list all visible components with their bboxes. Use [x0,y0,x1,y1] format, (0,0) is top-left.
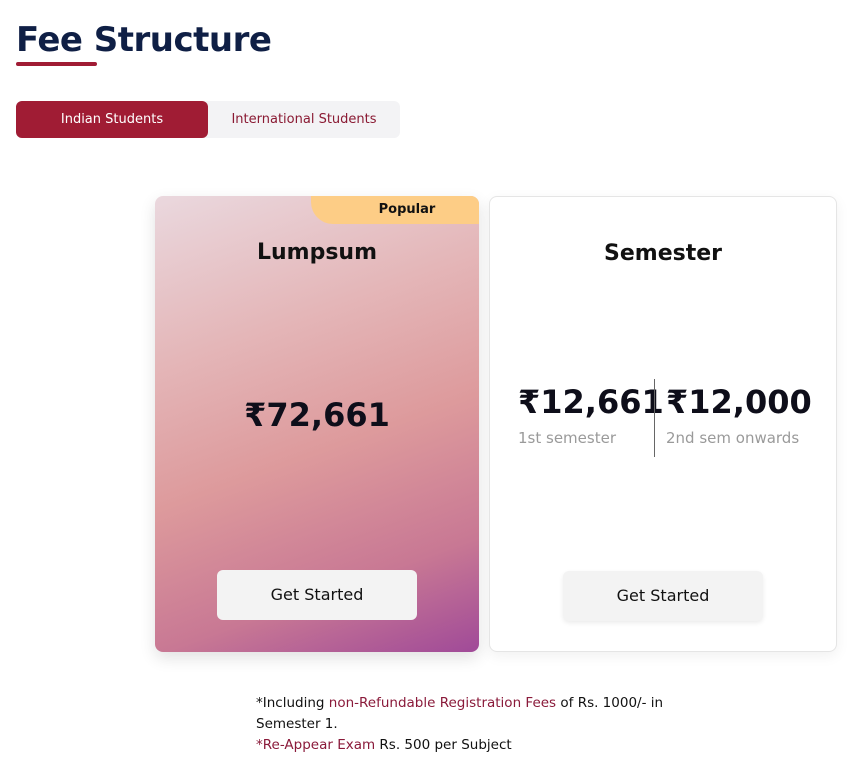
first-semester-label: 1st semester [518,429,616,447]
student-type-tabs: Indian Students International Students [16,101,400,138]
plan-name: Lumpsum [256,240,378,265]
second-semester-amount: ₹12,000 [666,383,812,421]
note-highlight: *Re-Appear Exam [256,737,376,753]
price-divider [654,379,655,457]
note-text: of Rs. 1000/- in Semester 1. [256,695,664,732]
popular-badge: Popular [311,196,479,224]
first-semester-price: ₹12,661 1st semester [518,383,664,447]
lumpsum-plan-card: Popular Lumpsum ₹72,661 Get Started [155,196,479,652]
tab-international-students[interactable]: International Students [231,112,377,127]
get-started-button[interactable]: Get Started [563,571,763,621]
reappear-exam-note: *Re-Appear Exam Rs. 500 per Subject [256,735,696,756]
get-started-button[interactable]: Get Started [217,570,417,620]
title-underline [16,62,97,66]
tab-indian-students[interactable]: Indian Students [16,101,208,138]
plan-price: ₹72,661 [244,396,390,434]
fee-notes: *Including non-Refundable Registration F… [256,693,696,756]
note-highlight: non-Refundable Registration Fees [328,695,557,711]
second-semester-price: ₹12,000 2nd sem onwards [666,383,812,447]
note-text: *Including [256,695,329,711]
plan-name: Semester [604,241,722,266]
page-title: Fee Structure [16,20,272,60]
second-semester-label: 2nd sem onwards [666,429,800,447]
note-text: Rs. 500 per Subject [375,737,512,753]
first-semester-amount: ₹12,661 [518,383,664,421]
registration-fee-note: *Including non-Refundable Registration F… [256,693,696,735]
semester-plan-card: Semester ₹12,661 1st semester ₹12,000 2n… [489,196,837,652]
